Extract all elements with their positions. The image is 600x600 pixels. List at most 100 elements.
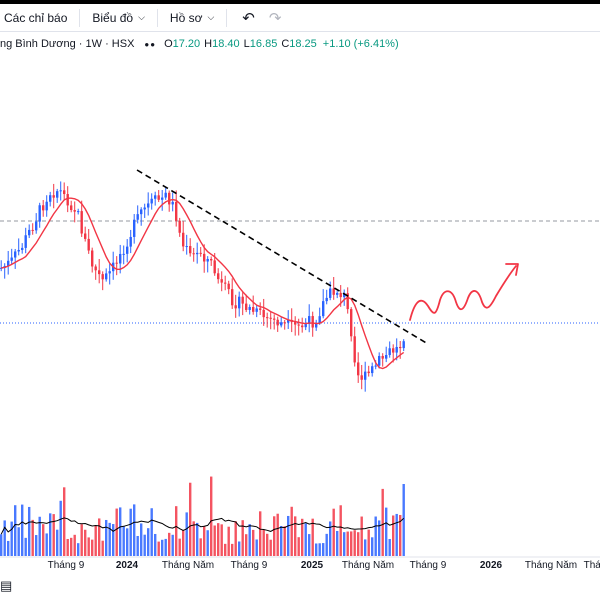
- volume-bar: [262, 529, 265, 556]
- candle-body: [150, 198, 153, 204]
- candle-body: [273, 318, 276, 320]
- volume-bar: [126, 528, 129, 556]
- volume-bar: [283, 526, 286, 556]
- time-axis-label: Tháng 9: [48, 560, 85, 571]
- candle-body: [392, 348, 395, 353]
- change-value: +1.10 (+6.41%): [322, 38, 399, 50]
- close-key: C: [281, 38, 290, 50]
- volume-bar: [196, 522, 199, 556]
- chart-toolbar: Các chỉ báo Biểu đồ ⌵ Hồ sơ ⌵ ↶ ↷: [0, 4, 600, 32]
- ruler-icon[interactable]: ▤: [0, 578, 13, 593]
- volume-bar: [308, 534, 311, 556]
- candle-body: [213, 260, 216, 274]
- visibility-dots-icon[interactable]: ●●: [144, 39, 157, 49]
- candle-body: [210, 258, 213, 261]
- volume-bar: [10, 521, 13, 556]
- candle-body: [329, 288, 332, 298]
- volume-bar: [311, 518, 314, 556]
- drawn-arrow-head[interactable]: [505, 263, 519, 276]
- candle-body: [231, 289, 234, 306]
- candle-body: [322, 301, 325, 317]
- high-key: H: [204, 38, 213, 50]
- drawn-arrow-path[interactable]: [409, 265, 517, 321]
- candle-body: [49, 195, 52, 202]
- volume-bar: [245, 534, 248, 556]
- volume-bar: [252, 529, 255, 556]
- candle-body: [164, 192, 167, 198]
- volume-bar: [294, 516, 297, 556]
- candle-body: [196, 252, 199, 255]
- volume-bar: [399, 514, 402, 556]
- candle-body: [133, 219, 136, 237]
- candle-body: [189, 246, 192, 254]
- series-legend: ng Bình Dương · 1W · HSX ●● O17.20 H18.4…: [0, 36, 399, 52]
- indicators-button[interactable]: Các chỉ báo: [0, 6, 71, 30]
- low-key: L: [243, 38, 250, 50]
- candle-body: [77, 211, 80, 213]
- high-value: 18.40: [212, 38, 240, 50]
- candle-body: [294, 322, 297, 325]
- candle-body: [381, 355, 384, 359]
- candle-body: [199, 252, 202, 254]
- time-axis-label: Tháng 9: [410, 560, 447, 571]
- symbol-title[interactable]: ng Bình Dương · 1W · HSX: [0, 38, 135, 50]
- volume-bar: [161, 539, 164, 556]
- time-axis-label: Tháng Năm: [525, 560, 577, 571]
- trendline-drawing[interactable]: [136, 169, 429, 345]
- candle-body: [255, 308, 258, 312]
- volume-bar: [276, 513, 279, 556]
- candle-body: [140, 209, 143, 215]
- candle-body: [325, 297, 328, 302]
- time-axis: Tháng 9 2024 Tháng Năm Tháng 9 2025 Tháng Năm…: [48, 560, 600, 571]
- volume-bar: [266, 533, 269, 556]
- chart-menu-button[interactable]: Biểu đồ ⌵: [88, 6, 149, 30]
- volume-bar: [94, 525, 97, 556]
- volume-bar: [381, 488, 384, 556]
- volume-bar: [35, 535, 38, 556]
- moving-average-line: [1, 197, 405, 370]
- undo-button[interactable]: ↶: [235, 6, 262, 30]
- price-chart[interactable]: Tháng 9 2024 Tháng Năm Tháng 9 2025 Tháng Năm…: [0, 50, 600, 600]
- profile-menu-label: Hồ sơ: [169, 10, 203, 25]
- volume-bar: [378, 520, 381, 556]
- candle-body: [63, 190, 66, 195]
- candle-body: [24, 235, 27, 248]
- volume-bar: [56, 529, 59, 556]
- candle-body: [66, 194, 69, 206]
- candle-body: [56, 191, 59, 198]
- volume-bar: [220, 524, 223, 556]
- volume-bar: [105, 519, 108, 556]
- candle-body: [59, 190, 62, 192]
- time-axis-label: 2024: [116, 560, 139, 571]
- volume-bar: [133, 504, 136, 556]
- time-axis-label: Tháng Năm: [342, 560, 394, 571]
- candle-body: [161, 197, 164, 200]
- candle-body: [378, 355, 381, 366]
- candle-body: [388, 348, 391, 356]
- candle-body: [245, 303, 248, 310]
- volume-bar: [241, 520, 244, 556]
- volume-bar: [346, 531, 349, 556]
- candle-body: [28, 229, 31, 236]
- candle-body: [119, 253, 122, 264]
- candle-body: [315, 322, 318, 328]
- redo-button[interactable]: ↷: [262, 6, 289, 30]
- candle-body: [283, 322, 286, 324]
- candle-body: [35, 221, 38, 231]
- volume-bar: [38, 516, 41, 556]
- time-axis-label: Tháng 9: [584, 560, 600, 571]
- candle-body: [21, 247, 24, 250]
- volume-bar: [80, 524, 83, 556]
- volume-bar: [213, 525, 216, 556]
- volume-bar: [42, 524, 45, 556]
- candle-body: [399, 346, 402, 349]
- volume-bar: [280, 525, 283, 556]
- candle-body: [402, 341, 405, 349]
- volume-bar: [224, 543, 227, 556]
- volume-bar: [21, 504, 24, 556]
- candle-body: [262, 309, 265, 318]
- candle-body: [136, 214, 139, 220]
- volume-bar: [273, 516, 276, 556]
- profile-menu-button[interactable]: Hồ sơ ⌵: [166, 6, 218, 30]
- volume-bar: [171, 534, 174, 556]
